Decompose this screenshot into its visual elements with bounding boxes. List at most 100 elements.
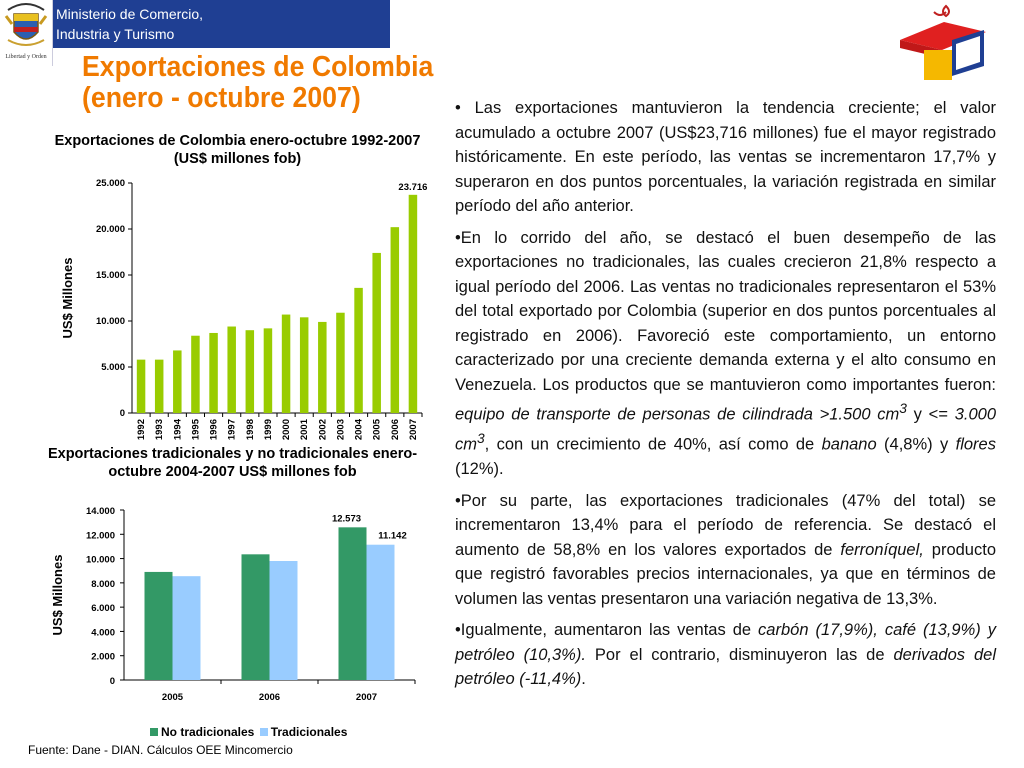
chart1-bar-1994 — [173, 350, 182, 413]
chart1-bar-2001 — [299, 317, 309, 413]
chart1-y-axis-label: US$ Millones — [60, 258, 75, 339]
ministry-line-1: Ministerio de Comercio, — [56, 6, 204, 22]
p3-italic-1: ferroníquel, — [840, 540, 924, 559]
analysis-text: • Las exportaciones mantuvieron la tende… — [455, 96, 996, 699]
coat-of-arms-logo — [0, 0, 53, 66]
chart2-bar-2007-no-tradicionales — [338, 527, 367, 680]
p2-text-d: (4,8%) y — [876, 435, 956, 454]
p4-text-a: •Igualmente, aumentaron las ventas de — [455, 621, 759, 639]
chart1-x-tick-label-1995: 1995 — [190, 418, 201, 440]
chart1-bar-1995 — [191, 335, 200, 413]
chart1-y-tick-label: 0 — [120, 408, 125, 419]
p2-text-e: (12%). — [455, 460, 504, 478]
paragraph-3: •Por su parte, las exportaciones tradici… — [455, 489, 996, 612]
chart2-y-tick-label: 12.000 — [86, 530, 115, 541]
p2-italic-3: banano — [821, 435, 877, 454]
chart2-y-tick-label: 8.000 — [91, 579, 115, 590]
chart2-y-tick-label: 2.000 — [91, 652, 115, 663]
chart2-y-tick-label: 4.000 — [91, 627, 115, 638]
chart1-bar-1999 — [263, 328, 273, 413]
chart1-x-tick-label-2000: 2000 — [281, 419, 292, 440]
legend-swatch-tradicionales — [259, 728, 268, 736]
page-title: Exportaciones de Colombia (enero - octub… — [82, 52, 433, 114]
chart2-y-tick-label: 14.000 — [86, 506, 115, 517]
p4-text-b: Por el contrario, disminuyeron las de — [585, 645, 894, 664]
chart1-bar-2002 — [318, 321, 327, 413]
p2-sup-2: 3 — [477, 431, 485, 446]
chart1-bar-2004 — [354, 287, 363, 413]
chart1-y-tick-label: 5.000 — [101, 362, 125, 373]
legend-swatch-no-tradicionales — [150, 728, 158, 736]
chart2-y-tick-label: 0 — [110, 676, 115, 687]
chart1-bar-1992 — [136, 359, 146, 413]
chart1-bar-1998 — [245, 330, 255, 413]
coat-of-arms-icon — [4, 3, 48, 46]
p4-italic-2: derivados del petróleo (-11,4%) — [455, 645, 996, 689]
paragraph-4: •Igualmente, aumentaron las ventas de ca… — [455, 618, 996, 692]
logo-caption: Libertad y Orden — [5, 54, 47, 60]
p4-italic-1: carbón (17,9%), café (13,9%) y petróleo … — [455, 621, 997, 664]
chart1-x-tick-label-2005: 2005 — [372, 418, 383, 440]
chart2-data-label-2007-0: 12.573 — [332, 513, 361, 524]
p2-text-c: , con un crecimiento de 40%, así como de — [484, 435, 822, 454]
page-title-line-1: Exportaciones de Colombia — [82, 51, 434, 83]
chart2-x-tick-label-2007: 2007 — [356, 692, 377, 703]
chart1-data-label-2007: 23.716 — [398, 182, 427, 193]
chart2-x-tick-label-2005: 2005 — [162, 692, 184, 703]
source-note: Fuente: Dane - DIAN. Cálculos OEE Mincom… — [28, 743, 293, 757]
p4-text-c: . — [581, 670, 586, 688]
chart2-bar-2007-tradicionales — [366, 544, 395, 680]
chart1-x-tick-label-2004: 2004 — [354, 418, 365, 440]
chart2-data-label-2007-1: 11.142 — [378, 531, 407, 542]
chart1-x-tick-label-1999: 1999 — [263, 419, 274, 440]
chart1-x-tick-label-2001: 2001 — [299, 418, 310, 440]
chart1-x-tick-label-1992: 1992 — [136, 419, 147, 440]
chart1-x-tick-label-2006: 2006 — [390, 419, 401, 440]
p2-italic-2: 3.000 cm — [455, 405, 996, 454]
header-bar — [0, 0, 390, 48]
legend-label-no-tradicionales: No tradicionales — [161, 725, 255, 739]
ministry-line-2: Industria y Turismo — [56, 26, 175, 42]
chart1-y-tick-label: 10.000 — [96, 316, 125, 327]
chart1-x-tick-label-1993: 1993 — [154, 419, 165, 440]
ministry-name: Ministerio de Comercio, Industria y Turi… — [56, 4, 203, 44]
chart1-y-tick-label: 15.000 — [96, 270, 125, 281]
chart2-x-tick-label-2006: 2006 — [259, 692, 280, 703]
chart1-bar-2005 — [372, 252, 381, 413]
chart1-bar-1997 — [227, 326, 236, 413]
p3-text-a: •Por su parte, las exportaciones tradici… — [455, 491, 996, 559]
chart1-bar-2003 — [336, 312, 345, 413]
p2-text-a: •En lo corrido del año, se destacó el bu… — [455, 228, 996, 394]
chart2-y-axis-label: US$ Millones — [50, 555, 65, 636]
chart1-y-tick-label: 20.000 — [96, 224, 125, 235]
chart2-traditional-exports: 0 2.000 4.000 6.000 8.000 10.000 12.000 14.000 2… — [50, 506, 416, 703]
chart1-x-tick-label-1998: 1998 — [245, 419, 256, 440]
legend-label-tradicionales: Tradicionales — [270, 725, 348, 739]
chart2-legend: No tradicionales Tradicionales — [150, 725, 347, 739]
chart2-bar-2006-tradicionales — [269, 561, 298, 680]
paragraph-2: •En lo corrido del año, se destacó el bu… — [455, 226, 996, 482]
p2-text-b: y <= — [906, 405, 955, 424]
chart2-y-tick-label: 6.000 — [91, 603, 115, 614]
chart1-bar-2000 — [281, 314, 291, 413]
chart1-x-tick-label-1996: 1996 — [209, 419, 220, 440]
chart1-x-tick-label-2002: 2002 — [317, 419, 328, 440]
page-title-line-2: (enero - octubre 2007) — [82, 82, 361, 114]
chart1-x-tick-label-2007: 2007 — [408, 419, 419, 440]
chart1-total-exports: 0 5.000 10.000 15.000 20.000 25.000 1992 1993 19… — [60, 178, 427, 440]
chart1-bar-1993 — [154, 359, 164, 413]
chart1-bar-2007 — [408, 194, 418, 413]
chart2-bar-2006-no-tradicionales — [241, 554, 270, 680]
chart2-title: Exportaciones tradicionales y no tradici… — [47, 446, 418, 480]
chart1-bar-2006 — [390, 227, 400, 413]
chart1-x-tick-label-1994: 1994 — [172, 418, 183, 440]
p2-italic-1: equipo de transporte de personas de cili… — [455, 405, 900, 424]
chart1-x-tick-label-1997: 1997 — [227, 419, 238, 440]
brand-cubes-graphic — [900, 4, 986, 80]
chart1-bar-1996 — [209, 332, 218, 413]
chart1-title: Exportaciones de Colombia enero-octubre … — [54, 133, 421, 167]
chart1-y-tick-label: 25.000 — [96, 178, 125, 189]
paragraph-1: • Las exportaciones mantuvieron la tende… — [455, 99, 996, 215]
chart2-y-tick-label: 10.000 — [86, 555, 115, 566]
p2-sup-1: 3 — [899, 401, 907, 416]
